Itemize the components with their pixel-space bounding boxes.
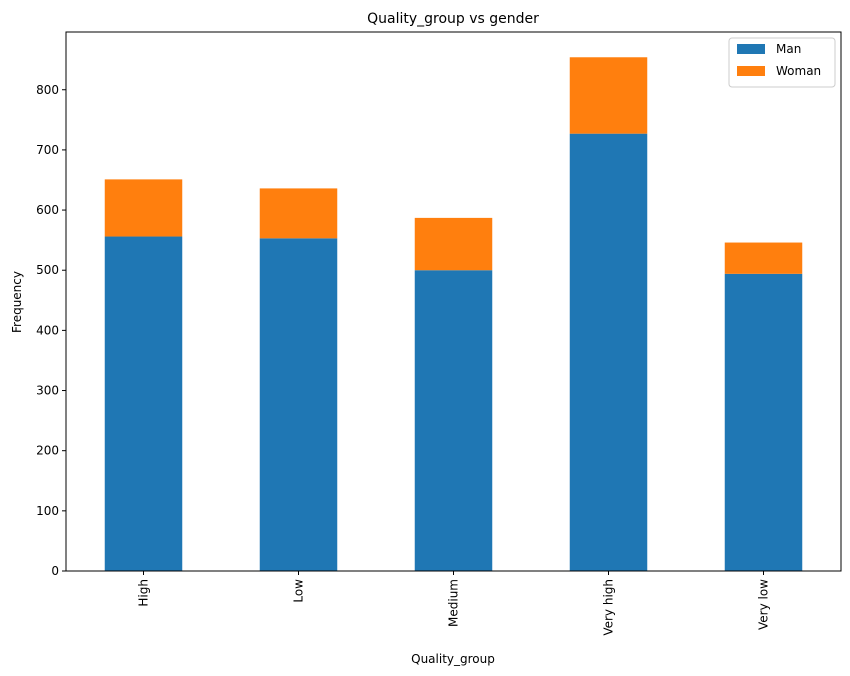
chart-title: Quality_group vs gender <box>367 11 539 27</box>
x-axis-ticks: High Low Medium Very high Very low <box>137 571 771 636</box>
bar-woman-very-high <box>569 57 648 134</box>
legend-swatch-man <box>737 44 765 54</box>
legend: Man Woman <box>728 37 836 88</box>
bar-man-very-high <box>569 133 648 571</box>
y-tick-label: 300 <box>36 384 59 398</box>
legend-label-woman: Woman <box>776 64 821 78</box>
y-tick-label: 100 <box>36 504 59 518</box>
y-tick-label: 0 <box>51 564 59 578</box>
bar-woman-very-low <box>724 242 803 274</box>
bar-man-medium <box>414 270 493 571</box>
y-tick-label: 500 <box>36 263 59 277</box>
bar-woman-low <box>259 188 338 239</box>
x-tick-label-high: High <box>137 579 151 607</box>
legend-label-man: Man <box>776 42 801 56</box>
plot-frame <box>65 31 842 572</box>
bar-man-low <box>259 238 338 571</box>
y-axis-label: Frequency <box>10 271 24 333</box>
x-tick-label-very-high: Very high <box>602 579 616 636</box>
bar-woman-high <box>104 179 183 237</box>
y-tick-label: 800 <box>36 83 59 97</box>
bar-woman-medium <box>414 217 493 271</box>
y-tick-label: 700 <box>36 143 59 157</box>
x-tick-label-medium: Medium <box>447 579 461 627</box>
y-tick-label: 600 <box>36 203 59 217</box>
y-tick-label: 400 <box>36 323 59 337</box>
bars-group <box>104 57 803 571</box>
x-tick-label-low: Low <box>292 579 306 603</box>
x-tick-label-very-low: Very low <box>757 579 771 630</box>
x-axis-label: Quality_group <box>411 652 495 666</box>
y-axis-ticks: 0 100 200 300 400 500 600 700 800 <box>36 83 66 578</box>
y-tick-label: 200 <box>36 444 59 458</box>
bar-man-very-low <box>724 273 803 571</box>
bar-man-high <box>104 236 183 571</box>
legend-swatch-woman <box>737 66 765 76</box>
